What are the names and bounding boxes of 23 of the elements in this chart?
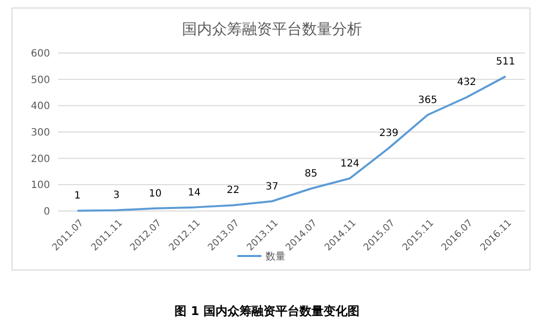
y-tick-label: 0 <box>44 206 50 218</box>
data-label: 365 <box>418 94 438 106</box>
y-tick-label: 300 <box>30 128 50 138</box>
data-label: 22 <box>226 185 240 196</box>
data-label: 10 <box>148 188 162 200</box>
y-tick-label: 400 <box>30 101 50 112</box>
y-tick-label: 600 <box>30 48 50 60</box>
data-label: 3 <box>113 190 120 202</box>
y-tick-label: 500 <box>30 74 50 86</box>
chart-title: 国内众筹融资平台数量分析 <box>182 20 362 38</box>
data-label: 1 <box>74 190 81 202</box>
y-tick-label: 100 <box>30 180 50 192</box>
caption: 图 1 国内众筹融资平台数量变化图 <box>174 304 360 318</box>
data-label: 37 <box>266 181 278 192</box>
data-label: 432 <box>457 77 476 88</box>
data-label: 124 <box>340 158 360 170</box>
data-label: 511 <box>496 56 516 68</box>
data-label: 85 <box>304 168 318 180</box>
legend-label: 数量 <box>266 252 286 262</box>
line-series <box>76 75 507 212</box>
data-label: 14 <box>188 187 201 198</box>
data-label: 239 <box>379 128 398 140</box>
y-tick-label: 200 <box>30 154 50 165</box>
